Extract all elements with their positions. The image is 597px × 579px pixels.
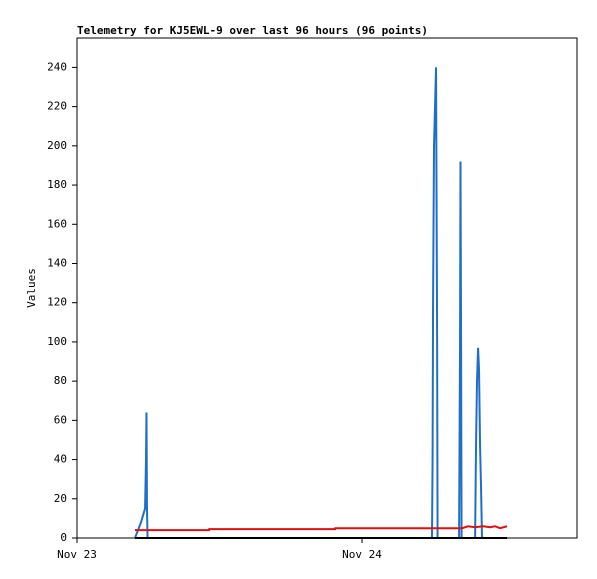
series-line [134, 525, 508, 532]
y-tick-label: 120 [47, 296, 67, 309]
y-tick-label: 240 [47, 60, 67, 73]
y-tick-label: 180 [47, 178, 67, 191]
plot-frame [76, 37, 578, 539]
y-tick-label: 20 [54, 492, 67, 505]
y-tick-label: 60 [54, 413, 67, 426]
y-tick-label: 160 [47, 217, 67, 230]
y-tick-label: 80 [54, 374, 67, 387]
y-tick-label: 100 [47, 335, 67, 348]
y-tick-label: 140 [47, 256, 67, 269]
y-tick-label: 0 [60, 531, 67, 544]
chart-title: Telemetry for KJ5EWL-9 over last 96 hour… [77, 24, 428, 37]
x-tick-label: Nov 23 [57, 548, 97, 561]
y-tick-label: 200 [47, 139, 67, 152]
series-line [134, 67, 483, 539]
x-tick-label: Nov 24 [342, 548, 382, 561]
y-tick-label: 220 [47, 100, 67, 113]
y-axis-label: Values [25, 268, 38, 308]
y-tick-label: 40 [54, 453, 67, 466]
